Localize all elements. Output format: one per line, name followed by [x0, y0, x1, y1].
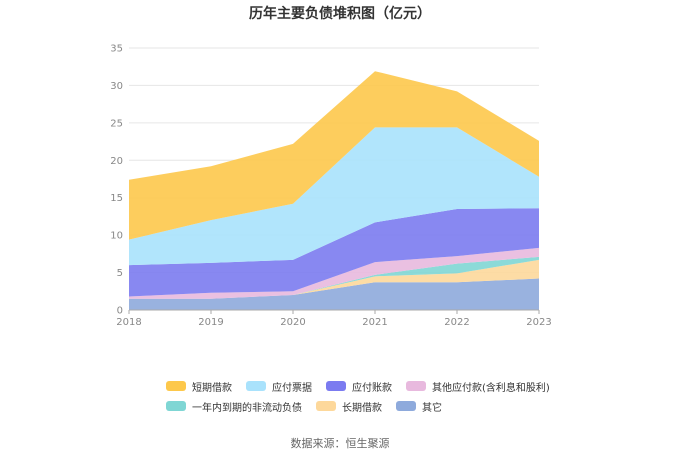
- y-tick-label: 0: [117, 306, 123, 317]
- legend-row-2: 一年内到期的非流动负债 长期借款 其它: [166, 396, 586, 416]
- legend-swatch: [166, 381, 186, 391]
- legend-item-current-noncurrent-liabilities[interactable]: 一年内到期的非流动负债: [166, 399, 302, 414]
- area-series-一年内到期的非流动负债[interactable]: [129, 256, 539, 299]
- legend-swatch: [166, 401, 186, 411]
- legend-label: 一年内到期的非流动负债: [192, 402, 302, 414]
- legend-item-other-payables[interactable]: 其他应付款(含利息和股利): [406, 379, 550, 394]
- legend-swatch: [246, 381, 266, 391]
- y-tick-label: 25: [110, 118, 123, 129]
- x-tick-label: 2021: [362, 317, 387, 328]
- x-tick-label: 2020: [280, 317, 305, 328]
- legend-label: 应付账款: [352, 382, 392, 394]
- area-series-短期借款[interactable]: [129, 71, 539, 240]
- legend-item-accounts-payable[interactable]: 应付账款: [326, 379, 392, 394]
- legend-item-long-term-loans[interactable]: 长期借款: [316, 399, 382, 414]
- legend-label: 应付票据: [272, 382, 312, 394]
- legend-label: 其它: [422, 402, 442, 414]
- legend-label: 长期借款: [342, 402, 382, 414]
- y-tick-label: 20: [110, 156, 123, 167]
- legend-label: 其他应付款(含利息和股利): [432, 382, 550, 394]
- legend-swatch: [396, 401, 416, 411]
- legend-item-notes-payable[interactable]: 应付票据: [246, 379, 312, 394]
- area-series-其他应付款(含利息和股利)[interactable]: [129, 247, 539, 299]
- x-tick-label: 2023: [526, 317, 551, 328]
- x-tick-label: 2022: [444, 317, 469, 328]
- legend-swatch: [316, 401, 336, 411]
- chart-title: 历年主要负债堆积图（亿元）: [249, 6, 431, 22]
- x-tick-label: 2018: [116, 317, 141, 328]
- legend-item-short-term-loans[interactable]: 短期借款: [166, 379, 232, 394]
- legend-swatch: [406, 381, 426, 391]
- y-tick-label: 10: [110, 231, 123, 242]
- legend-item-other[interactable]: 其它: [396, 399, 442, 414]
- data-source: 数据来源：恒生聚源: [290, 437, 390, 450]
- legend-row-1: 短期借款 应付票据 应付账款 其他应付款(含利息和股利): [166, 376, 586, 396]
- x-tick-label: 2019: [198, 317, 223, 328]
- legend-label: 短期借款: [192, 382, 232, 394]
- y-tick-label: 15: [110, 193, 123, 204]
- y-tick-label: 5: [117, 268, 123, 279]
- y-tick-label: 30: [110, 81, 123, 92]
- area-series-长期借款[interactable]: [129, 259, 539, 299]
- area-series-应付账款[interactable]: [129, 208, 539, 297]
- legend: 短期借款 应付票据 应付账款 其他应付款(含利息和股利) 一年内到期的非流动负债: [166, 376, 586, 416]
- area-series-应付票据[interactable]: [129, 127, 539, 266]
- legend-swatch: [326, 381, 346, 391]
- y-tick-label: 35: [110, 44, 123, 55]
- area-series-其它[interactable]: [129, 278, 539, 310]
